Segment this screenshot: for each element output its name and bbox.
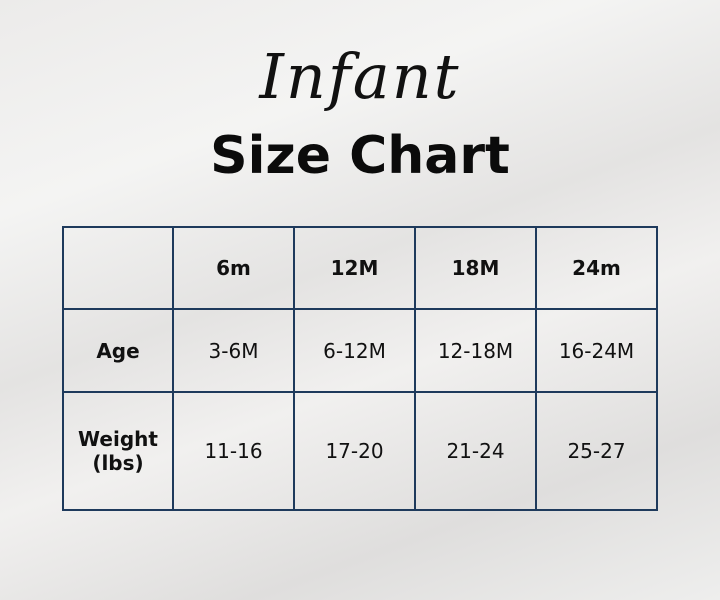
table-cell: 3-6M: [172, 308, 295, 393]
column-header: 12M: [293, 226, 416, 310]
column-header: 24m: [535, 226, 658, 310]
table-row: Weight (lbs) 11-16 17-20 21-24 25-27: [62, 391, 658, 511]
column-header: 18M: [414, 226, 537, 310]
row-label: Weight (lbs): [62, 391, 174, 511]
header-empty-cell: [62, 226, 174, 310]
script-heading: Infant: [259, 40, 461, 113]
table-cell: 25-27: [535, 391, 658, 511]
column-header: 6m: [172, 226, 295, 310]
row-label: Age: [62, 308, 174, 393]
table-cell: 17-20: [293, 391, 416, 511]
row-label-line: (lbs): [92, 451, 144, 475]
row-label-line: Weight: [78, 427, 158, 451]
table-cell: 21-24: [414, 391, 537, 511]
table-cell: 6-12M: [293, 308, 416, 393]
table-cell: 12-18M: [414, 308, 537, 393]
header-row: 6m 12M 18M 24m: [62, 226, 658, 310]
size-chart-table: 6m 12M 18M 24m Age 3-6M 6-12M 12-18M 16-…: [62, 226, 658, 511]
table-cell: 16-24M: [535, 308, 658, 393]
table-cell: 11-16: [172, 391, 295, 511]
table-row: Age 3-6M 6-12M 12-18M 16-24M: [62, 308, 658, 393]
page-title: Size Chart: [210, 126, 510, 186]
